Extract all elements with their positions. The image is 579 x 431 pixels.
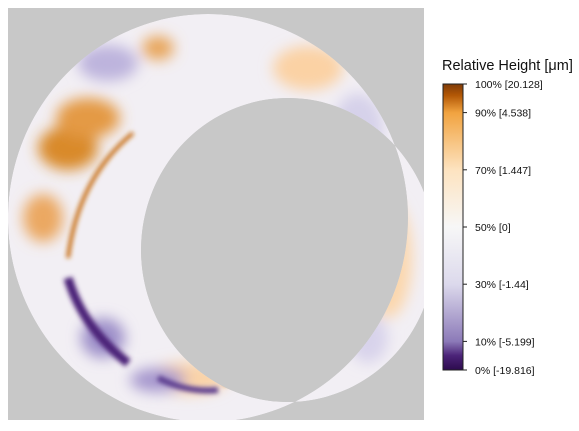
colorbar-ticks: 100% [20.128] 90% [4.538] 70% [1.447] 50% [… xyxy=(463,80,543,377)
high-patch-left-mid xyxy=(56,98,120,138)
high-patch-left-lower xyxy=(23,194,63,242)
colorbar-tick-label: 70% [1.447] xyxy=(475,165,531,177)
colorbar: 100% [20.128] 90% [4.538] 70% [1.447] 50% [… xyxy=(442,80,577,380)
colorbar-tick-label: 100% [20.128] xyxy=(475,80,543,91)
colorbar-tick-label: 10% [-5.199] xyxy=(475,336,535,348)
colorbar-tick-label: 30% [-1.44] xyxy=(475,279,529,291)
colorbar-fill xyxy=(443,84,463,370)
colorbar-tick-label: 90% [4.538] xyxy=(475,108,531,120)
height-map-plot xyxy=(8,8,424,420)
legend-title: Relative Height [μm] xyxy=(442,58,573,74)
high-patch-top xyxy=(142,36,174,60)
colorbar-tick-label: 0% [-19.816] xyxy=(475,365,535,377)
colorbar-tick-label: 50% [0] xyxy=(475,222,511,234)
